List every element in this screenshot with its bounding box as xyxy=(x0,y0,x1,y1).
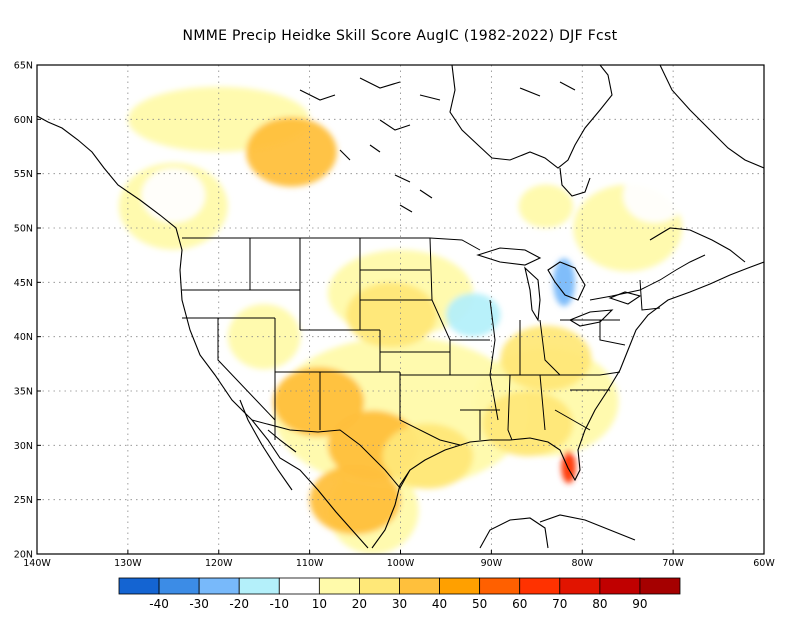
skill-region xyxy=(623,168,687,223)
lon-tick-label: 110W xyxy=(296,558,324,569)
lat-tick-label: 55N xyxy=(14,169,33,180)
colorbar-label: 60 xyxy=(512,597,527,611)
colorbar-swatch xyxy=(318,577,360,595)
colorbar-label: -30 xyxy=(189,597,209,611)
colorbar-swatch xyxy=(158,577,200,595)
colorbar-swatch xyxy=(479,577,521,595)
colorbar-swatch xyxy=(238,577,280,595)
colorbar-swatch xyxy=(639,577,681,595)
skill-region xyxy=(273,367,365,437)
map-title: NMME Precip Heidke Skill Score AugIC (19… xyxy=(182,28,618,44)
lon-tick-label: 140W xyxy=(23,558,51,569)
colorbar-label: -40 xyxy=(149,597,169,611)
lon-tick-label: 100W xyxy=(387,558,415,569)
lat-tick-label: 35N xyxy=(14,387,33,398)
longitude-tick-labels: 140W 130W 120W 110W 100W 90W 80W 70W 60W xyxy=(23,550,775,569)
colorbar-label: 30 xyxy=(392,597,407,611)
colorbar-swatch xyxy=(278,577,320,595)
lon-tick-label: 120W xyxy=(205,558,233,569)
colorbar: -40 -30 -20 -10 10 20 30 40 50 60 70 80 90 xyxy=(118,577,681,611)
colorbar-label: 50 xyxy=(472,597,487,611)
skill-region xyxy=(309,464,401,535)
colorbar-label: 20 xyxy=(352,597,367,611)
colorbar-swatch xyxy=(439,577,481,595)
coastlines xyxy=(37,65,764,549)
skill-region xyxy=(553,258,575,307)
colorbar-swatch xyxy=(559,577,601,595)
lon-tick-label: 60W xyxy=(753,558,775,569)
gridlines xyxy=(37,65,764,554)
skill-region xyxy=(445,293,501,337)
skill-region xyxy=(482,391,574,457)
skill-base-patch xyxy=(227,304,301,370)
colorbar-swatch xyxy=(519,577,561,595)
political-borders xyxy=(182,237,706,489)
lat-tick-label: 25N xyxy=(14,495,33,506)
colorbar-label: 80 xyxy=(592,597,607,611)
lon-tick-label: 90W xyxy=(481,558,503,569)
colorbar-swatch xyxy=(198,577,240,595)
skill-region xyxy=(141,168,206,223)
lat-tick-label: 40N xyxy=(14,332,33,343)
skill-region xyxy=(246,117,337,187)
lat-tick-label: 45N xyxy=(14,278,33,289)
colorbar-label: 40 xyxy=(432,597,447,611)
colorbar-swatch xyxy=(399,577,440,595)
colorbar-label: 70 xyxy=(552,597,567,611)
colorbar-label: 90 xyxy=(632,597,647,611)
lon-tick-label: 70W xyxy=(662,558,684,569)
skill-region xyxy=(518,184,574,228)
lat-tick-label: 20N xyxy=(14,550,33,561)
latitude-tick-labels: 65N 60N 55N 50N 45N 40N 35N 30N 25N 20N xyxy=(14,61,41,561)
colorbar-label: -10 xyxy=(269,597,289,611)
colorbar-swatch xyxy=(359,577,400,595)
lat-tick-label: 65N xyxy=(14,61,33,72)
colorbar-swatch xyxy=(118,577,160,595)
skill-region xyxy=(382,423,474,489)
colorbar-label: 10 xyxy=(312,597,327,611)
lat-tick-label: 50N xyxy=(14,224,33,235)
lon-tick-label: 130W xyxy=(114,558,142,569)
skill-region xyxy=(345,282,437,348)
lat-tick-label: 30N xyxy=(14,441,33,452)
lon-tick-label: 80W xyxy=(572,558,594,569)
skill-region xyxy=(500,325,592,391)
lat-tick-label: 60N xyxy=(14,115,33,126)
colorbar-label: -20 xyxy=(229,597,249,611)
colorbar-swatch xyxy=(599,577,641,595)
